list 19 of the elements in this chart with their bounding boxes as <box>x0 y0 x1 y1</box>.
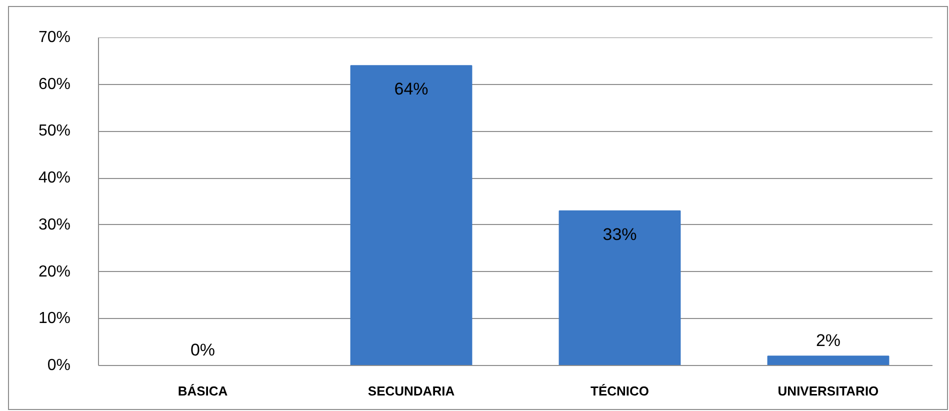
bar <box>350 65 472 366</box>
x-tick-label: TÉCNICO <box>590 384 649 398</box>
data-label: 64% <box>394 80 428 99</box>
y-tick-label: 40% <box>38 170 71 187</box>
x-tick-label: BÁSICA <box>178 384 228 398</box>
x-tick-label: SECUNDARIA <box>368 384 456 398</box>
data-label: 2% <box>816 331 841 350</box>
y-tick-label: 30% <box>38 216 71 234</box>
bar <box>767 356 890 366</box>
data-label: 33% <box>602 224 637 244</box>
y-tick-label: 20% <box>38 263 71 280</box>
data-label: 0% <box>190 340 216 360</box>
x-tick-label: UNIVERSITARIO <box>778 384 879 398</box>
y-tick-label: 10% <box>38 310 71 328</box>
y-tick-label: 70% <box>38 29 71 46</box>
y-tick-label: 50% <box>38 122 71 140</box>
bar <box>558 210 681 366</box>
y-tick-label: 60% <box>38 76 71 93</box>
y-tick-label: 0% <box>47 357 70 374</box>
